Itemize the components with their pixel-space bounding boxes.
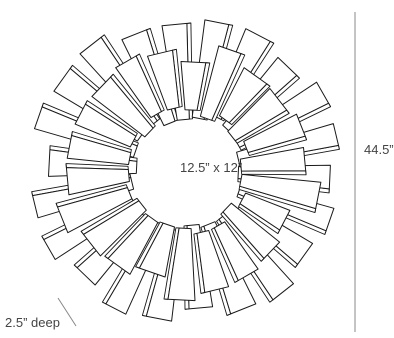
- height-dimension-label: 44.5”: [364, 142, 394, 157]
- depth-dimension-label: 2.5” deep: [5, 315, 60, 330]
- depth-dimension-line: [58, 298, 76, 326]
- inner-opening-dimension-label: 12.5” x 12”: [180, 160, 242, 175]
